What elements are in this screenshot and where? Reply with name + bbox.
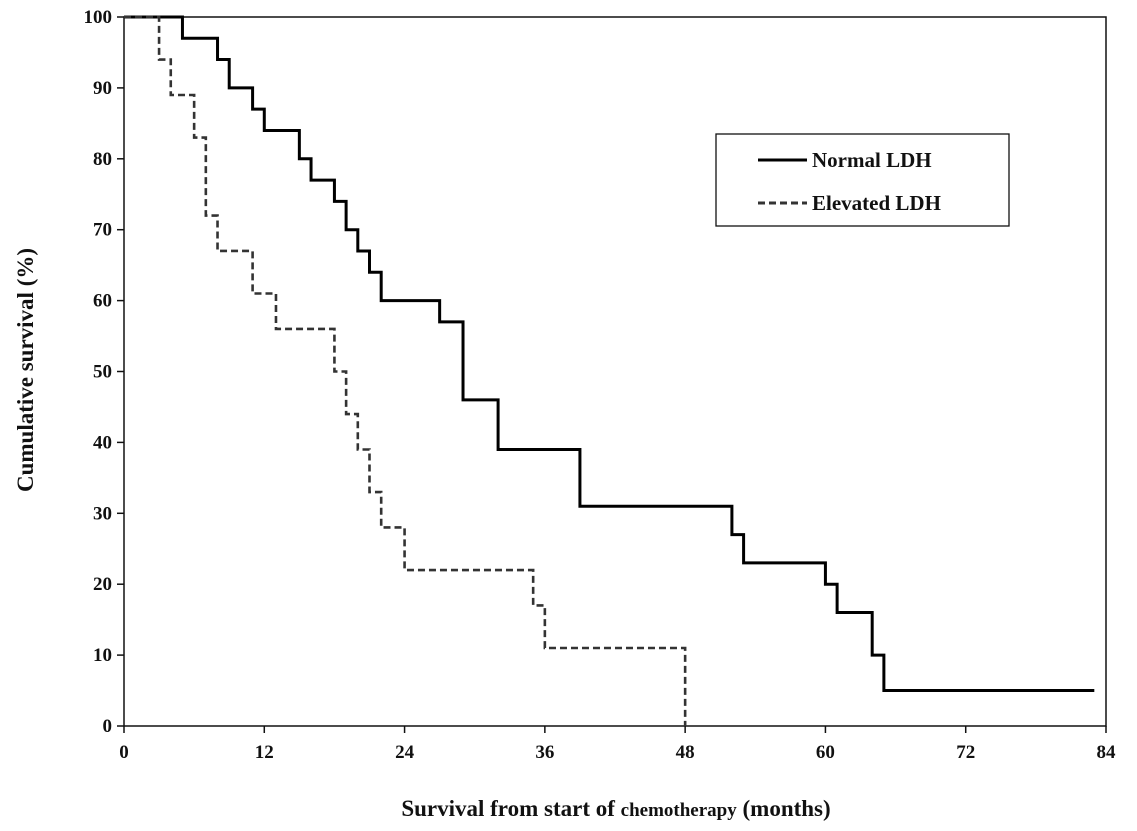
x-tick-label: 36: [535, 742, 554, 763]
x-tick-label: 24: [395, 742, 415, 763]
y-axis-title: Cumulative survival (%): [13, 248, 38, 492]
x-tick-label: 60: [816, 742, 835, 763]
plot-border: [123, 16, 1107, 727]
y-tick-label: 60: [93, 291, 112, 312]
y-tick-label: 90: [93, 78, 112, 99]
y-tick-label: 10: [93, 645, 112, 666]
x-axis-title-part-1: Survival from start of: [401, 796, 620, 821]
x-axis-title: Survival from start of chemotherapy (mon…: [401, 796, 830, 821]
legend-label: Normal LDH: [812, 148, 932, 172]
y-tick-label: 80: [93, 149, 112, 170]
x-tick-label: 72: [956, 742, 975, 763]
legend-box: [715, 133, 1010, 227]
legend-label: Elevated LDH: [812, 191, 941, 215]
y-axis-ticks: 0 10 20 30 40 50 60 70 80 90 100: [84, 7, 124, 737]
x-axis-ticks: 0 12 24 36 48 60 72 84: [119, 726, 1116, 763]
legend: Normal LDH Elevated LDH: [715, 133, 1010, 227]
x-axis-title-part-2: chemotherapy: [621, 800, 738, 821]
y-tick-label: 20: [93, 574, 112, 595]
y-tick-label: 30: [93, 503, 112, 524]
y-tick-label: 40: [93, 432, 112, 453]
series-layer: [124, 15, 1095, 726]
plot-frame: [123, 16, 1107, 727]
x-tick-label: 0: [119, 742, 129, 763]
y-tick-label: 0: [103, 716, 113, 737]
x-tick-label: 48: [676, 742, 695, 763]
x-axis-title-part-3: (months): [737, 796, 831, 821]
y-tick-label: 100: [84, 7, 113, 28]
series-line-normal-ldh: [124, 15, 1095, 693]
x-tick-label: 84: [1097, 742, 1117, 763]
x-tick-label: 12: [255, 742, 274, 763]
y-tick-label: 50: [93, 362, 112, 383]
y-tick-label: 70: [93, 220, 112, 241]
series-line-elevated-ldh: [124, 15, 687, 726]
